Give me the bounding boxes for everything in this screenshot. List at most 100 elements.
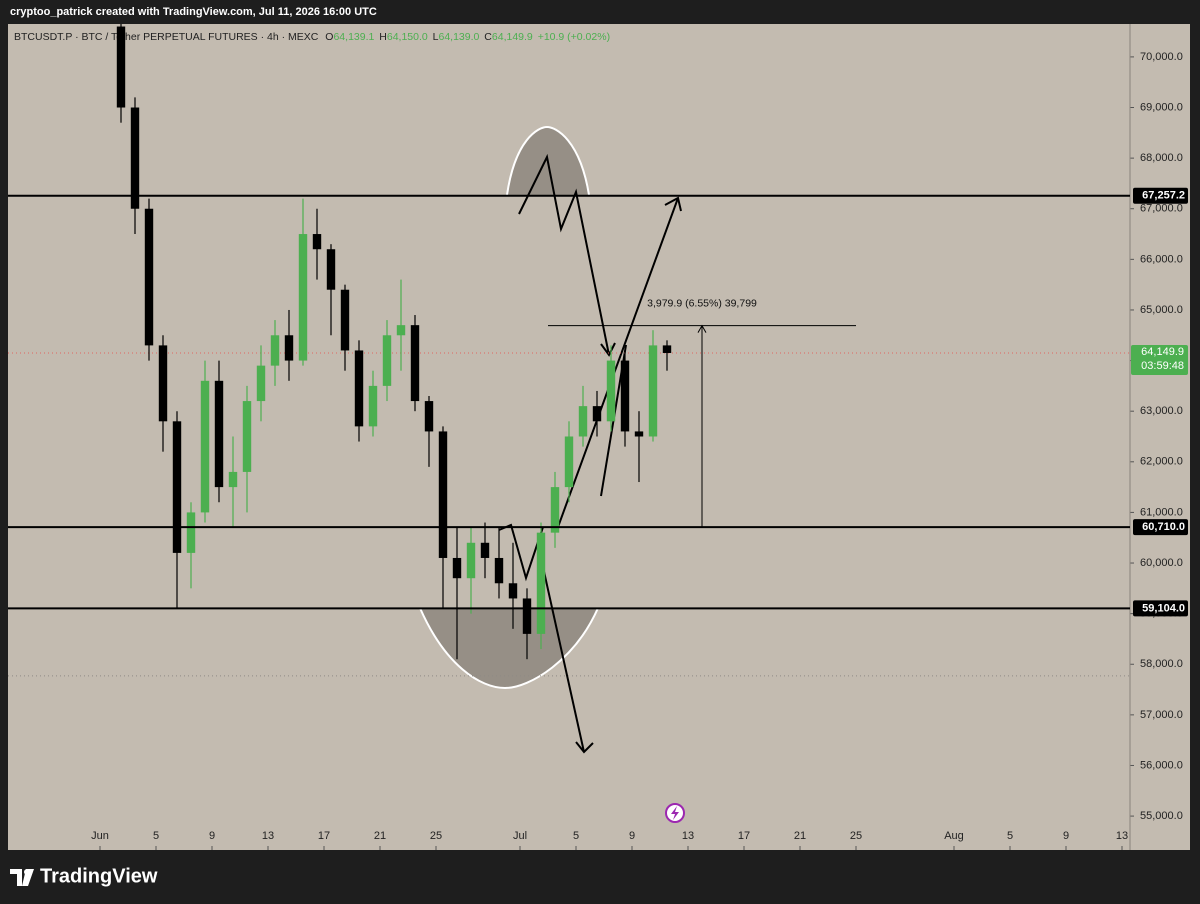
candle-body xyxy=(536,532,546,634)
footer-logo xyxy=(10,869,34,886)
candle-body xyxy=(550,487,560,533)
candle-body xyxy=(452,557,462,579)
candle-body xyxy=(242,401,252,472)
measure-label: 3,979.9 (6.55%) 39,799 xyxy=(647,297,757,309)
plot xyxy=(8,24,1130,677)
arrow xyxy=(540,557,585,753)
level-label: 67,257.2 xyxy=(1142,190,1185,202)
change: +10.9 (+0.02%) xyxy=(538,31,610,43)
y-tick-label: 61,000.0 xyxy=(1140,506,1183,518)
dome-outline xyxy=(506,125,590,196)
candle-body xyxy=(298,234,308,361)
chart-area xyxy=(8,24,1190,850)
y-tick-label: 60,000.0 xyxy=(1140,557,1183,569)
ohlc-value: 64,139.1 xyxy=(333,31,374,43)
candle-body xyxy=(634,431,644,437)
candle-body xyxy=(578,406,588,437)
y-tick-label: 69,000.0 xyxy=(1140,101,1183,113)
y-tick-label: 63,000.0 xyxy=(1140,405,1183,417)
candle-body xyxy=(382,335,392,386)
level-label-box xyxy=(1133,600,1188,617)
candle-body xyxy=(326,249,336,290)
candle-body xyxy=(130,107,140,209)
candle-body xyxy=(620,360,630,432)
bowl xyxy=(420,608,598,688)
x-tick-label: 21 xyxy=(794,830,806,842)
candle-body xyxy=(270,335,280,366)
candle-body xyxy=(480,542,490,558)
brand: TradingView xyxy=(40,865,158,887)
candle-body xyxy=(494,557,504,584)
x-tick-label: 17 xyxy=(738,830,750,842)
candle-body xyxy=(214,380,224,488)
candle-body xyxy=(284,335,294,361)
candle-body xyxy=(368,385,378,427)
alert-icon xyxy=(665,803,685,823)
ohlc-key: C xyxy=(484,31,492,43)
y-tick-label: 66,000.0 xyxy=(1140,253,1183,265)
candle-body xyxy=(410,325,420,402)
candle-body xyxy=(438,431,448,558)
y-tick-label: 67,000.0 xyxy=(1140,203,1183,215)
candle-body xyxy=(144,208,154,346)
y-tick-label: 65,000.0 xyxy=(1140,304,1183,316)
x-tick-label: 13 xyxy=(1116,830,1128,842)
y-tick-label: 57,000.0 xyxy=(1140,709,1183,721)
candle-body xyxy=(564,436,574,488)
x-tick-label: 5 xyxy=(573,830,579,842)
last-price-box xyxy=(1131,344,1188,375)
level-label-box xyxy=(1133,187,1188,204)
last-price-label: 64,149.9 xyxy=(1141,346,1184,358)
ohlc-key: L xyxy=(433,31,439,43)
credit: cryptoo_patrick created with TradingView… xyxy=(10,6,377,18)
bowl-outline xyxy=(419,607,599,690)
arrow-head xyxy=(575,741,594,754)
x-tick-label: Aug xyxy=(944,830,964,842)
candle-body xyxy=(508,583,518,599)
x-tick-label: 9 xyxy=(1063,830,1069,842)
arrow xyxy=(518,153,610,356)
x-tick-label: 13 xyxy=(262,830,274,842)
countdown: 03:59:48 xyxy=(1141,360,1184,372)
x-tick-label: 9 xyxy=(209,830,215,842)
level-label-box xyxy=(1133,519,1188,536)
x-tick-label: 25 xyxy=(430,830,442,842)
candle-body xyxy=(466,542,476,579)
y-tick-label: 56,000.0 xyxy=(1140,759,1183,771)
candle-body xyxy=(172,421,182,553)
ohlc-key: O xyxy=(325,31,333,43)
symbol: BTCUSDT.P · BTC / Tether PERPETUAL FUTUR… xyxy=(14,31,319,43)
candle-body xyxy=(592,406,602,422)
candle-body xyxy=(158,345,168,422)
candle-body xyxy=(340,289,350,351)
candle-body xyxy=(648,345,658,437)
x-tick-label: 17 xyxy=(318,830,330,842)
x-tick-label: 25 xyxy=(850,830,862,842)
candle-body xyxy=(200,380,210,513)
x-tick-label: Jul xyxy=(513,830,527,842)
ohlc-value: 64,149.9 xyxy=(492,31,533,43)
candle-body xyxy=(606,360,616,422)
y-tick-label: 70,000.0 xyxy=(1140,51,1183,63)
level-label: 59,104.0 xyxy=(1142,602,1185,614)
candle-body xyxy=(256,365,266,402)
candle-body xyxy=(228,471,238,488)
x-tick-label: 5 xyxy=(153,830,159,842)
candle-body xyxy=(396,325,406,336)
y-tick-label: 62,000.0 xyxy=(1140,456,1183,468)
x-tick-label: 9 xyxy=(629,830,635,842)
arrow-head xyxy=(600,342,616,357)
y-tick-label: 68,000.0 xyxy=(1140,152,1183,164)
candle-body xyxy=(522,598,532,634)
candle-body xyxy=(424,401,434,432)
x-tick-label: 5 xyxy=(1007,830,1013,842)
y-tick-label: 55,000.0 xyxy=(1140,810,1183,822)
ohlc-value: 64,139.0 xyxy=(439,31,480,43)
y-tick-label: 58,000.0 xyxy=(1140,658,1183,670)
candle-body xyxy=(354,350,364,427)
arrow xyxy=(557,197,679,528)
x-tick-label: Jun xyxy=(91,830,109,842)
candle-body xyxy=(662,345,672,353)
x-tick-label: 13 xyxy=(682,830,694,842)
